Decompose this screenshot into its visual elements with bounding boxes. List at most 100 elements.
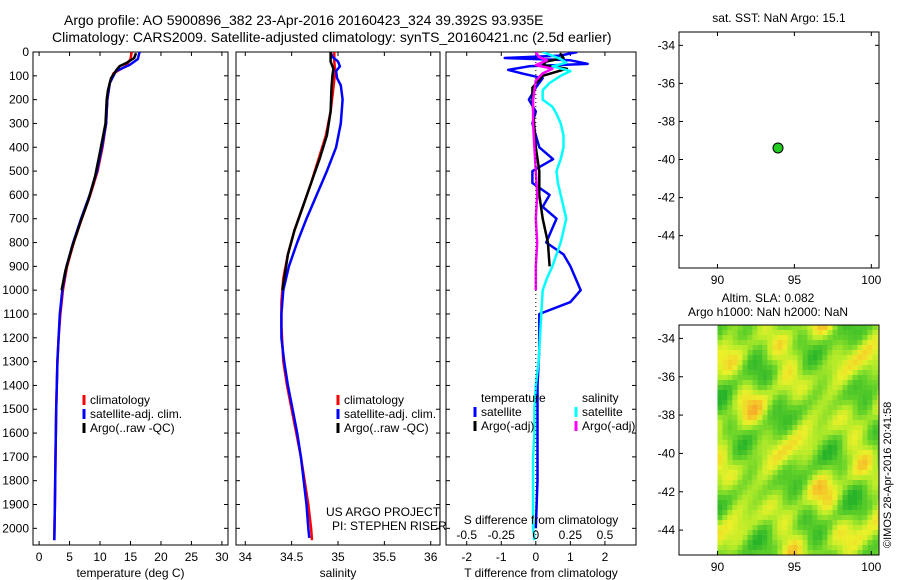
heatmap-cell [762, 380, 768, 385]
heatmap-cell [747, 340, 753, 345]
heatmap-cell [867, 410, 873, 415]
heatmap-cell [802, 415, 808, 420]
heatmap-cell [862, 475, 868, 480]
heatmap-cell [742, 375, 748, 380]
heatmap-cell [737, 375, 743, 380]
heatmap-cell [747, 525, 753, 530]
heatmap-cell [807, 410, 813, 415]
heatmap-cell [737, 465, 743, 470]
heatmap-cell [752, 495, 758, 500]
heatmap-cell [857, 375, 863, 380]
heatmap-cell [857, 535, 863, 540]
heatmap-cell [832, 340, 838, 345]
heatmap-cell [797, 380, 803, 385]
heatmap-cell [812, 370, 818, 375]
heatmap-cell [867, 380, 873, 385]
heatmap-cell [762, 445, 768, 450]
heatmap-cell [807, 425, 813, 430]
heatmap-cell [782, 410, 788, 415]
heatmap-cell [727, 390, 733, 395]
heatmap-cell [852, 550, 858, 555]
heatmap-cell [717, 420, 723, 425]
heatmap-cell [737, 395, 743, 400]
heatmap-cell [757, 465, 763, 470]
heatmap-cell [732, 345, 738, 350]
heatmap-cell [727, 340, 733, 345]
heatmap-cell [792, 410, 798, 415]
heatmap-cell [767, 520, 773, 525]
heatmap-cell [847, 540, 853, 545]
heatmap-cell [752, 525, 758, 530]
heatmap-cell [847, 460, 853, 465]
heatmap-cell [807, 495, 813, 500]
heatmap-cell [877, 520, 879, 525]
heatmap-cell [757, 340, 763, 345]
heatmap-cell [877, 450, 879, 455]
heatmap-cell [752, 500, 758, 505]
heatmap-cell [877, 390, 879, 395]
heatmap-cell [862, 490, 868, 495]
heatmap-cell [732, 380, 738, 385]
heatmap-cell [792, 325, 798, 330]
heatmap-cell [732, 340, 738, 345]
heatmap-cell [772, 400, 778, 405]
heatmap-cell [742, 340, 748, 345]
heatmap-cell [867, 360, 873, 365]
heatmap-cell [787, 440, 793, 445]
heatmap-cell [767, 360, 773, 365]
heatmap-cell [857, 515, 863, 520]
heatmap-cell [752, 340, 758, 345]
heatmap-cell [802, 550, 808, 555]
heatmap-cell [757, 345, 763, 350]
heatmap-cell [822, 350, 828, 355]
heatmap-cell [857, 485, 863, 490]
heatmap-cell [752, 330, 758, 335]
heatmap-cell [817, 330, 823, 335]
heatmap-cell [737, 435, 743, 440]
heatmap-cell [782, 505, 788, 510]
heatmap-cell [777, 375, 783, 380]
heatmap-cell [767, 370, 773, 375]
heatmap-cell [762, 325, 768, 330]
heatmap-cell [752, 415, 758, 420]
heatmap-cell [847, 375, 853, 380]
heatmap-cell [722, 400, 728, 405]
heatmap-cell [807, 435, 813, 440]
heatmap-cell [797, 510, 803, 515]
heatmap-cell [742, 530, 748, 535]
heatmap-cell [762, 355, 768, 360]
heatmap-cell [767, 400, 773, 405]
heatmap-cell [772, 495, 778, 500]
heatmap-cell [832, 485, 838, 490]
diff-legend-s-satellite: satellite [582, 405, 623, 419]
heatmap-cell [767, 430, 773, 435]
heatmap-cell [812, 380, 818, 385]
heatmap-cell [772, 395, 778, 400]
heatmap-cell [817, 450, 823, 455]
heatmap-cell [782, 520, 788, 525]
heatmap-cell [767, 385, 773, 390]
heatmap-cell [877, 335, 879, 340]
heatmap-cell [817, 480, 823, 485]
heatmap-cell [807, 340, 813, 345]
heatmap-cell [807, 355, 813, 360]
heatmap-cell [822, 410, 828, 415]
heatmap-cell [802, 465, 808, 470]
heatmap-cell [792, 465, 798, 470]
heatmap-cell [787, 470, 793, 475]
heatmap-cell [717, 435, 723, 440]
heatmap-cell [757, 350, 763, 355]
heatmap-cell [762, 330, 768, 335]
heatmap-cell [742, 405, 748, 410]
heatmap-cell [717, 375, 723, 380]
heatmap-cell [812, 495, 818, 500]
heatmap-cell [727, 480, 733, 485]
heatmap-cell [777, 360, 783, 365]
y-tick-label: 1400 [2, 378, 29, 392]
heatmap-cell [812, 505, 818, 510]
heatmap-cell [852, 455, 858, 460]
heatmap-cell [827, 370, 833, 375]
heatmap-cell [727, 475, 733, 480]
heatmap-cell [772, 480, 778, 485]
heatmap-cell [742, 350, 748, 355]
